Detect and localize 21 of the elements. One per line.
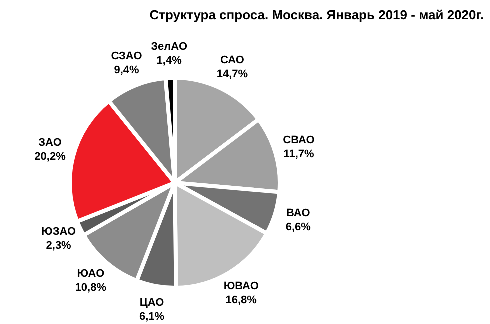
data-label: 2,3% [46,240,72,252]
slice-label: ВАО [286,208,311,220]
slice-label: ЮВАО [224,280,260,293]
data-label: 16,8% [226,294,258,307]
slice-label: ЮЗАО [42,226,77,238]
slice-label: СВАО [283,134,316,146]
slice-label: СЗАО [111,50,143,62]
data-label: 11,7% [284,148,314,160]
slice-label: ЗелАО [151,41,188,54]
data-label: 10,8% [75,282,107,294]
slice-label: ЮАО [77,268,106,280]
slice-label: ЗАО [38,137,62,150]
data-label: 20,2% [34,151,66,164]
data-label: 6,1% [139,310,165,323]
slice-label: ЦАО [140,296,165,309]
slice-label: САО [220,54,245,67]
data-label: 14,7% [216,68,248,81]
data-label: 1,4% [156,55,182,68]
data-label: 9,4% [114,64,140,76]
data-label: 6,6% [286,222,312,234]
chart-title: Структура спроса. Москва. Январь 2019 - май 2020г. [150,8,484,23]
